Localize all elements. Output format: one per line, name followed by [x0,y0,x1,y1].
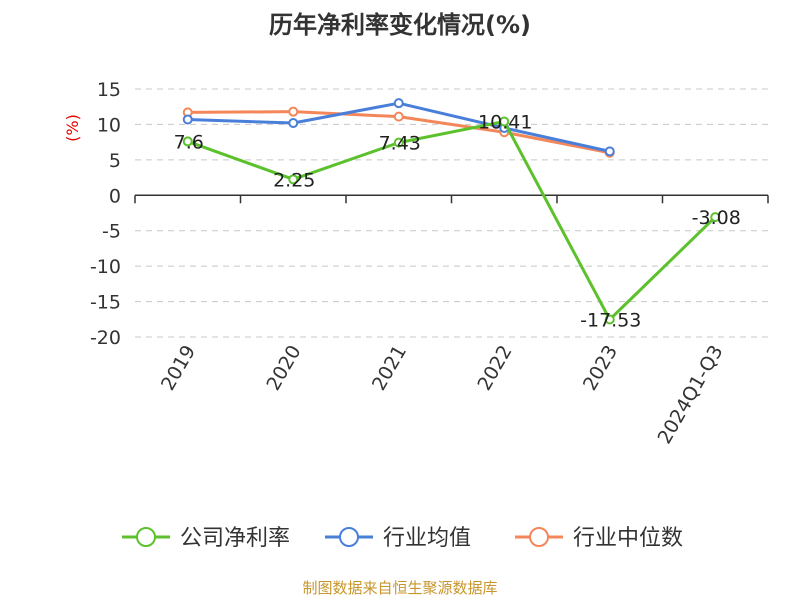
data-point [604,314,615,325]
data-labels: 7.6 2.25 7.43 10.41 -17.53 -3.08 [174,112,741,332]
legend-label: 公司净利率 [180,526,290,551]
grid-lines [135,88,768,338]
data-point [393,111,404,122]
data-point [288,106,299,117]
legend: 公司净利率 行业均值 行业中位数 [122,526,683,551]
data-point [288,174,299,185]
x-tick-label: 2019 [157,342,200,395]
y-tick-label: 0 [109,185,121,207]
legend-marker [136,527,156,547]
series-line [187,120,717,321]
data-label: 7.6 [174,131,204,153]
y-tick-label: 5 [109,150,121,172]
series-lines [182,98,721,325]
data-label: -3.08 [692,207,741,229]
data-label: 10.41 [478,112,532,134]
y-tick-label: 10 [97,114,121,136]
data-point [288,118,299,129]
data-point [710,212,721,223]
x-tick-label: 2024Q1-Q3 [654,342,728,448]
legend-marker [529,527,549,547]
x-tick-label: 2021 [368,342,411,395]
data-point [604,146,615,157]
y-tick-label: 15 [97,79,121,101]
data-label: 2.25 [273,169,315,191]
chart-title: 历年净利率变化情况(%) [269,11,531,39]
y-tick-label: -10 [90,256,121,278]
data-label: 7.43 [379,133,421,155]
legend-label: 行业中位数 [573,526,683,551]
data-point [499,116,510,127]
data-point [393,137,404,148]
y-tick-label: -5 [102,221,121,243]
x-tick-label: 2023 [579,342,622,395]
data-point [182,114,193,125]
data-label: -17.53 [580,309,641,331]
x-tick-label: 2020 [262,342,305,395]
y-tick-label: -15 [90,292,121,314]
legend-label: 行业均值 [383,526,471,551]
legend-marker [339,527,359,547]
data-point [393,98,404,109]
y-axis-label: (%) [63,114,82,142]
y-tick-label: -20 [90,327,121,349]
x-tick-label: 2022 [473,342,516,395]
data-point [182,136,193,147]
data-source-note: 制图数据来自恒生聚源数据库 [302,579,497,597]
